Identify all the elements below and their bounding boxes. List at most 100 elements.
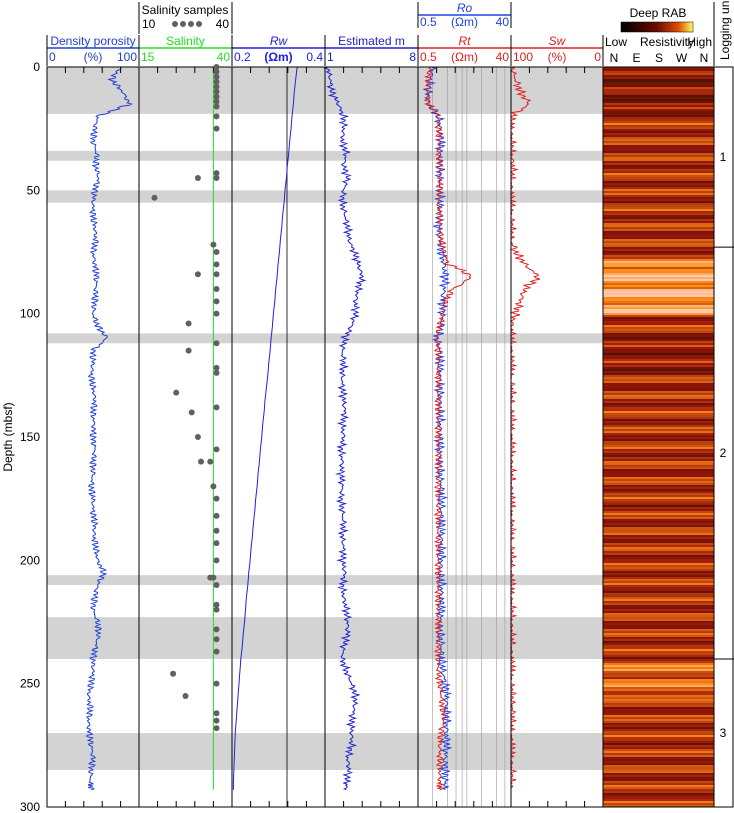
- salinity-sample-point: [210, 483, 217, 490]
- rab-image-row: [603, 147, 714, 149]
- salinity-sample-point: [213, 170, 220, 177]
- rab-image-row: [603, 547, 714, 549]
- salinity-sample-point: [213, 261, 220, 268]
- rab-image-row: [603, 293, 714, 295]
- rab-image-row: [603, 371, 714, 373]
- rab-image-row: [603, 497, 714, 499]
- scale-max-label: 100: [117, 50, 137, 64]
- rab-image-row: [603, 591, 714, 593]
- salinity-sample-point: [213, 369, 220, 376]
- rab-image-row: [603, 287, 714, 289]
- y-tick-label: 300: [20, 800, 40, 813]
- rab-image-row: [603, 639, 714, 641]
- rab-image-row: [603, 553, 714, 555]
- y-tick-label: 200: [20, 553, 40, 567]
- resistivity-color-scale: [620, 21, 694, 33]
- rab-image-row: [603, 473, 714, 475]
- rab-image-row: [603, 67, 714, 69]
- rab-image-row: [603, 337, 714, 339]
- salinity-sample-point: [213, 68, 220, 75]
- rab-image-row: [603, 765, 714, 767]
- rab-image-row: [603, 257, 714, 259]
- rab-image-row: [603, 419, 714, 421]
- rab-image-row: [603, 131, 714, 133]
- ro-unit-label: (Ωm): [451, 15, 478, 29]
- rab-image-row: [603, 207, 714, 209]
- rab-image-row: [603, 447, 714, 449]
- rab-image-row: [603, 113, 714, 115]
- rab-image-row: [603, 243, 714, 245]
- rab-image-row: [603, 153, 714, 155]
- salinity-sample-point: [194, 434, 201, 440]
- scale-max-label: 0.4: [306, 50, 323, 64]
- image-title: Deep RAB: [630, 6, 687, 20]
- y-tick-label: 50: [27, 183, 41, 197]
- rab-image-row: [603, 429, 714, 431]
- salinity-sample-point: [194, 271, 201, 278]
- salinity-sample-point: [213, 340, 220, 347]
- rab-image-row: [603, 205, 714, 207]
- salinity-sample-point: [213, 88, 220, 95]
- track-title: Salinity: [166, 34, 205, 48]
- rab-image-row: [603, 511, 714, 513]
- legend-dot: [196, 21, 202, 27]
- rab-image-row: [603, 723, 714, 725]
- rab-image-row: [603, 747, 714, 749]
- ro-max-label: 40: [496, 15, 510, 29]
- scale-min-label: 1: [327, 50, 334, 64]
- rab-image-row: [603, 159, 714, 161]
- rab-image-row: [603, 531, 714, 533]
- rab-image-row: [603, 239, 714, 241]
- azimuth-label: E: [632, 51, 640, 65]
- track-title: Sw: [549, 34, 567, 48]
- rab-image-row: [603, 299, 714, 301]
- rab-image-row: [603, 183, 714, 185]
- rab-image-row: [603, 175, 714, 177]
- rab-image-row: [603, 573, 714, 575]
- rab-image-row: [603, 277, 714, 279]
- rab-image-row: [603, 739, 714, 741]
- salinity-sample-point: [213, 710, 220, 717]
- rab-image-row: [603, 283, 714, 285]
- salinity-sample-point: [213, 175, 220, 181]
- curve-rw: [232, 66, 298, 790]
- rab-image-row: [603, 189, 714, 191]
- rab-image-row: [603, 767, 714, 769]
- rab-image-row: [603, 555, 714, 557]
- ro-title: Ro: [457, 1, 473, 15]
- rab-image-row: [603, 633, 714, 635]
- rab-image-row: [603, 119, 714, 121]
- rab-image-row: [603, 581, 714, 583]
- salinity-sample-point: [170, 670, 177, 677]
- salinity-samples-max: 40: [216, 17, 230, 31]
- rab-image-row: [603, 797, 714, 799]
- rab-image-row: [603, 331, 714, 333]
- rab-image-row: [603, 733, 714, 735]
- logging-unit-label: 2: [720, 446, 727, 460]
- rab-image-row: [603, 651, 714, 653]
- rab-image-row: [603, 697, 714, 699]
- rab-image-row: [603, 251, 714, 253]
- rab-image-row: [603, 105, 714, 107]
- rab-image-row: [603, 445, 714, 447]
- rab-image-row: [603, 637, 714, 639]
- rab-image-row: [603, 693, 714, 695]
- rab-image-row: [603, 377, 714, 379]
- rab-image-row: [603, 237, 714, 239]
- rab-image-row: [603, 71, 714, 73]
- rab-image-row: [603, 281, 714, 283]
- rab-image-row: [603, 201, 714, 203]
- salinity-sample-point: [213, 93, 220, 100]
- salinity-sample-point: [207, 574, 214, 581]
- rab-image-row: [603, 383, 714, 385]
- rab-image-row: [603, 615, 714, 617]
- track-frame: [417, 66, 512, 808]
- rab-image-row: [603, 673, 714, 675]
- rab-image-row: [603, 721, 714, 723]
- rab-image-row: [603, 467, 714, 469]
- rab-image-row: [603, 793, 714, 795]
- curve-rt: [423, 66, 472, 791]
- rab-image-row: [603, 489, 714, 491]
- rab-image-row: [603, 197, 714, 199]
- rab-image-row: [603, 165, 714, 167]
